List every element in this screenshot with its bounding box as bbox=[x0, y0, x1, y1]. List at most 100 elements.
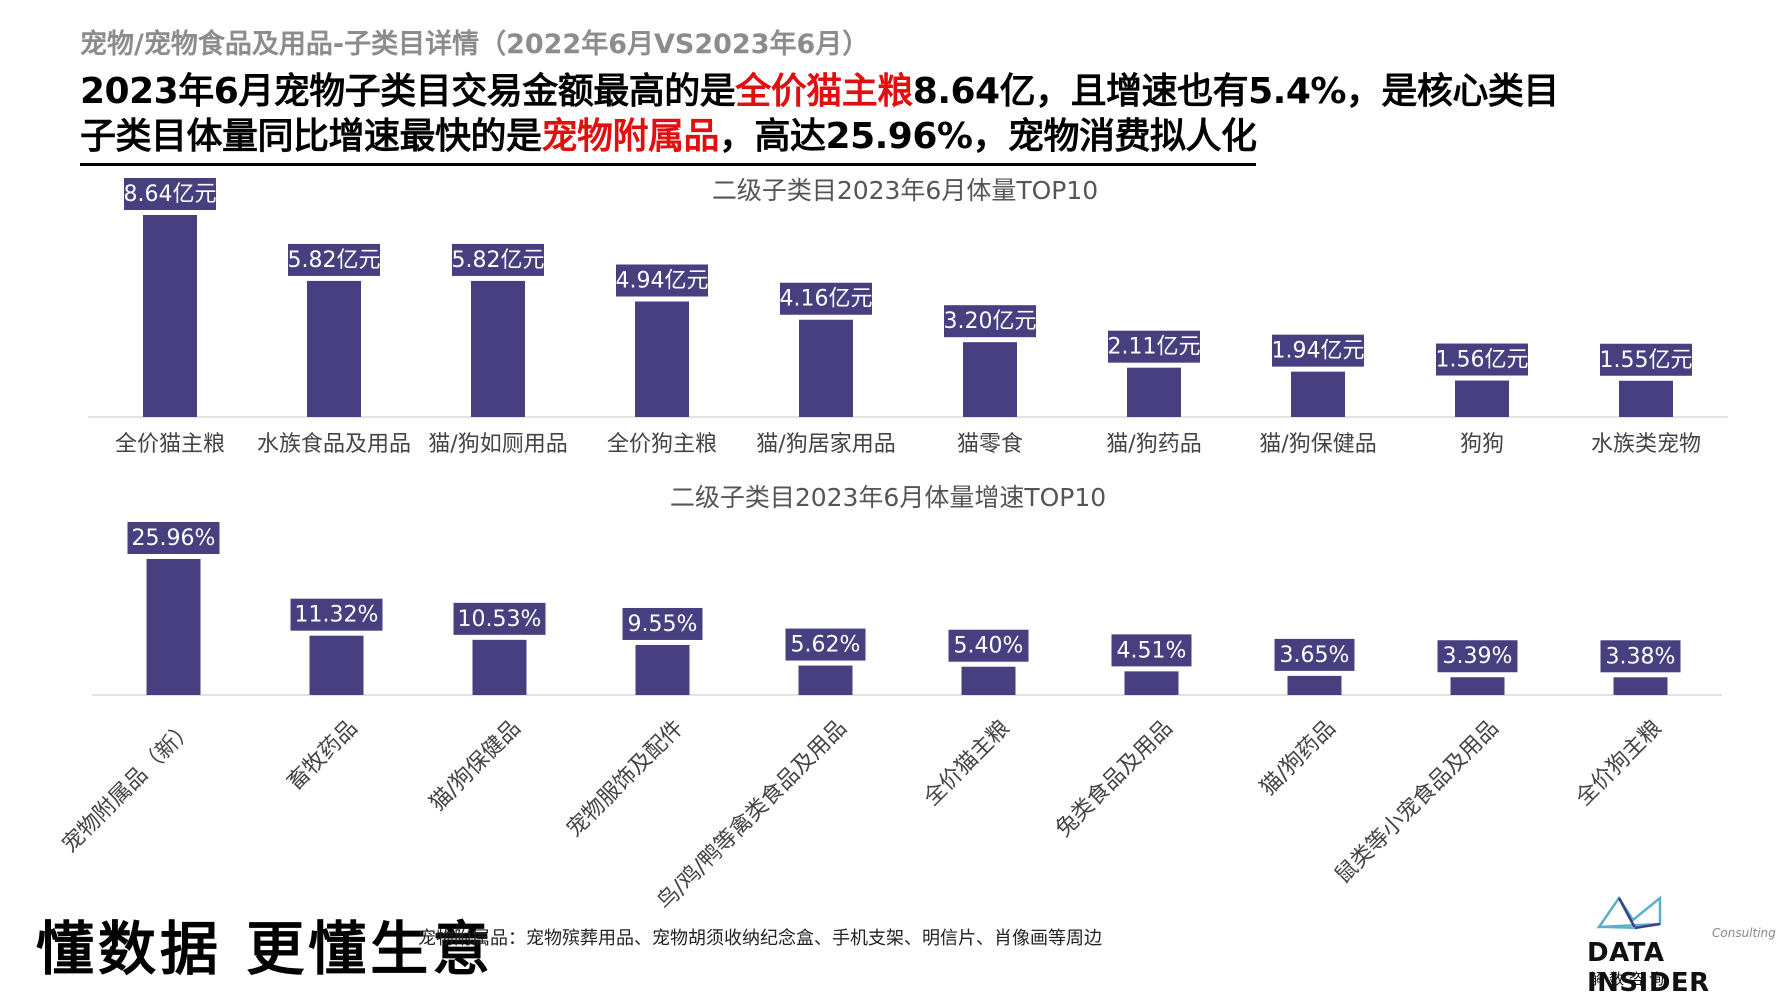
bar bbox=[309, 635, 364, 695]
headline-line-1: 2023年6月宠物子类目交易金额最高的是全价猫主粮8.64亿，且增速也有5.4%… bbox=[80, 62, 1559, 114]
data-label: 2.11亿元 bbox=[1108, 335, 1201, 360]
headline-2-pre: 子类目体量同比增速最快的是 bbox=[80, 116, 542, 157]
data-label-box bbox=[1106, 328, 1202, 365]
bar bbox=[635, 301, 689, 417]
bar bbox=[143, 215, 197, 417]
data-label: 5.82亿元 bbox=[288, 248, 381, 273]
data-label-box bbox=[288, 596, 385, 633]
data-label-box bbox=[778, 280, 874, 317]
data-label-box bbox=[783, 626, 868, 663]
data-label-box bbox=[451, 600, 548, 637]
chart-growth: 25.96% 宠物附属品（新） 11.32% 畜牧药品 10.53% 猫/狗保健品 9.55… bbox=[58, 520, 1722, 915]
category-label: 狗狗 bbox=[1460, 432, 1504, 457]
bar bbox=[1127, 367, 1181, 417]
data-label-box bbox=[1598, 638, 1683, 675]
chart-growth-title: 二级子类目2023年6月体量增速TOP10 bbox=[670, 483, 1106, 512]
data-label: 1.56亿元 bbox=[1436, 348, 1529, 373]
chart-volume-title: 二级子类目2023年6月体量TOP10 bbox=[712, 176, 1098, 205]
bar bbox=[146, 559, 201, 695]
headline-2-highlight: 宠物附属品 bbox=[541, 116, 720, 157]
data-label-box bbox=[1598, 341, 1694, 378]
category-label: 鸟/鸡/鸭等禽类食品及用品 bbox=[652, 716, 851, 915]
bar bbox=[307, 280, 361, 417]
headline-2-post: ，高达25.96%，宠物消费拟人化 bbox=[719, 116, 1257, 157]
data-label: 4.16亿元 bbox=[780, 287, 873, 312]
data-label-box bbox=[1435, 638, 1520, 675]
headline-line-2: 子类目体量同比增速最快的是宠物附属品，高达25.96%，宠物消费拟人化 bbox=[80, 107, 1257, 166]
bar bbox=[1619, 380, 1673, 417]
category-label: 全价狗主粮 bbox=[607, 432, 717, 457]
data-label: 25.96% bbox=[132, 526, 216, 551]
data-label: 11.32% bbox=[295, 603, 379, 628]
category-label: 猫/狗如厕用品 bbox=[428, 432, 567, 457]
data-label-box bbox=[1434, 341, 1530, 378]
logo-consulting: Consulting bbox=[1712, 926, 1776, 940]
data-label: 9.55% bbox=[628, 612, 698, 637]
category-label: 宠物附属品（新） bbox=[58, 716, 200, 858]
data-label-box bbox=[450, 241, 546, 278]
category-label: 兔类食品及用品 bbox=[1051, 716, 1178, 843]
data-label-box bbox=[1272, 636, 1357, 673]
category-label: 全价猫主粮 bbox=[115, 432, 225, 457]
bar bbox=[1613, 677, 1668, 695]
data-label-box bbox=[1270, 332, 1366, 369]
category-label: 水族食品及用品 bbox=[257, 432, 411, 457]
bar bbox=[1291, 371, 1345, 417]
category-label: 猫/狗药品 bbox=[1106, 432, 1201, 457]
logo-name: DATA INSIDER bbox=[1587, 938, 1710, 998]
data-label: 4.51% bbox=[1117, 638, 1187, 663]
data-label: 3.65% bbox=[1280, 643, 1350, 668]
data-label-box bbox=[286, 241, 382, 278]
category-label: 全价猫主粮 bbox=[919, 716, 1014, 811]
category-label: 鼠类等小宠食品及用品 bbox=[1330, 716, 1503, 889]
category-label: 全价狗主粮 bbox=[1571, 716, 1666, 811]
headline-1-highlight: 全价猫主粮 bbox=[735, 71, 913, 112]
bar bbox=[799, 319, 853, 417]
data-label: 3.38% bbox=[1606, 644, 1676, 669]
data-label-box bbox=[122, 176, 218, 212]
data-label: 8.64亿元 bbox=[124, 182, 217, 207]
data-label: 5.82亿元 bbox=[452, 248, 545, 273]
data-label: 10.53% bbox=[458, 607, 542, 632]
category-label: 猫/狗居家用品 bbox=[756, 432, 895, 457]
headline-1-pre: 2023年6月宠物子类目交易金额最高的是 bbox=[80, 71, 736, 112]
category-label: 水族类宠物 bbox=[1591, 432, 1701, 457]
data-insider-logo-icon bbox=[1596, 895, 1662, 930]
data-label-box bbox=[1109, 632, 1194, 669]
data-label: 3.39% bbox=[1443, 644, 1513, 669]
bar bbox=[635, 644, 690, 695]
logo-cn: 解数咨询 bbox=[1589, 970, 1670, 988]
data-label: 1.94亿元 bbox=[1272, 339, 1365, 364]
data-label-box bbox=[620, 605, 705, 642]
headline-1-post: 8.64亿，且增速也有5.4%，是核心类目 bbox=[912, 71, 1560, 112]
category-label: 宠物服饰及配件 bbox=[562, 716, 689, 843]
bar bbox=[1450, 677, 1505, 695]
data-label: 3.20亿元 bbox=[944, 309, 1037, 334]
data-label-box bbox=[942, 303, 1038, 340]
data-label: 1.55亿元 bbox=[1600, 348, 1693, 373]
data-label: 4.94亿元 bbox=[616, 269, 709, 294]
category-label: 猫零食 bbox=[957, 432, 1023, 457]
category-label: 猫/狗药品 bbox=[1256, 716, 1341, 801]
bar bbox=[963, 342, 1017, 417]
data-label-box bbox=[614, 262, 710, 299]
chart-volume: 8.64亿元全价猫主粮5.82亿元水族食品及用品5.82亿元猫/狗如厕用品4.9… bbox=[88, 176, 1728, 457]
bar bbox=[798, 665, 853, 695]
data-label-box bbox=[946, 627, 1031, 664]
bar bbox=[1455, 380, 1509, 417]
page-subtitle: 宠物/宠物食品及用品-子类目详情（2022年6月VS2023年6月） bbox=[80, 29, 870, 60]
bar bbox=[472, 639, 527, 695]
bar bbox=[1287, 675, 1342, 695]
data-label-box bbox=[125, 520, 222, 556]
bar bbox=[1124, 671, 1179, 695]
data-label: 5.62% bbox=[791, 633, 861, 658]
category-label: 畜牧药品 bbox=[283, 716, 363, 796]
footnote: 宠物附属品：宠物殡葬用品、宠物胡须收纳纪念盒、手机支架、明信片、肖像画等周边 bbox=[418, 928, 1102, 949]
bar bbox=[961, 666, 1016, 695]
data-label: 5.40% bbox=[954, 634, 1024, 659]
slogan: 懂数据 更懂生意 bbox=[36, 915, 495, 983]
bar bbox=[471, 280, 525, 417]
category-label: 猫/狗保健品 bbox=[425, 716, 526, 817]
category-label: 猫/狗保健品 bbox=[1259, 432, 1376, 457]
